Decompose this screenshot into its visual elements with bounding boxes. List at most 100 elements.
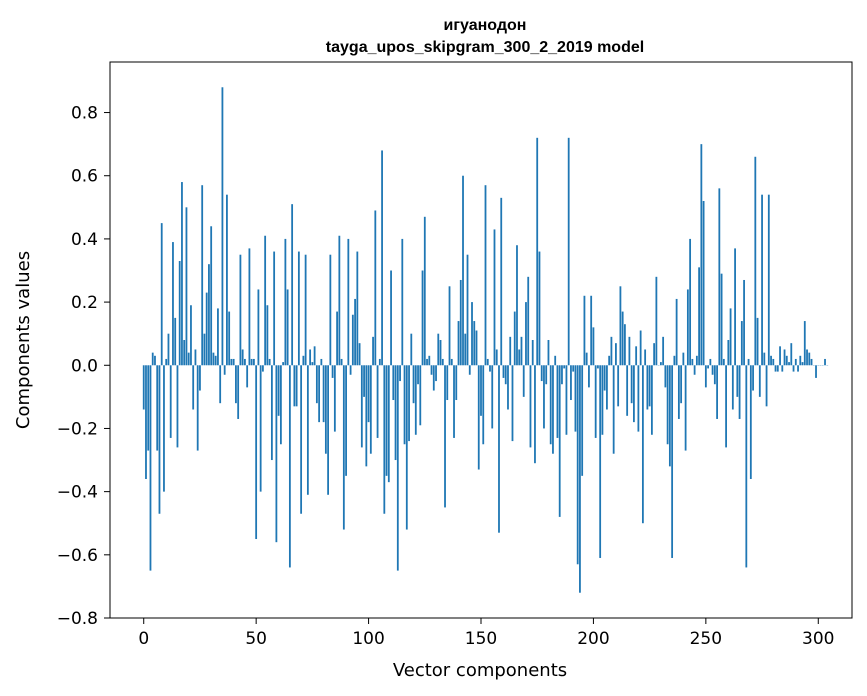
bar [576, 365, 579, 565]
bar [264, 235, 267, 366]
bar [772, 358, 775, 366]
bar [288, 365, 291, 568]
bar [430, 365, 433, 375]
bar [363, 365, 365, 397]
bar [583, 295, 586, 366]
bar [187, 352, 190, 366]
x-tick-label: 250 [690, 629, 722, 649]
bar [228, 311, 231, 366]
bar [691, 358, 694, 366]
bar [502, 365, 505, 378]
bar [365, 365, 368, 467]
bar [673, 355, 676, 366]
bar [597, 365, 599, 369]
bar [599, 365, 602, 558]
bar [747, 358, 750, 366]
bar [558, 365, 561, 517]
bar [262, 365, 264, 372]
x-tick-label: 50 [245, 629, 267, 649]
x-axis-ticks: 0 50 100 150 200 250 300 [138, 618, 834, 649]
bar [435, 365, 437, 382]
bar [439, 340, 442, 366]
bar [309, 349, 312, 366]
bar [329, 254, 332, 366]
bar [471, 302, 473, 366]
bar [630, 365, 633, 404]
bar [241, 349, 244, 366]
chart-subtitle: tayga_upos_skipgram_300_2_2019 model [326, 39, 644, 56]
bar [313, 346, 316, 366]
y-tick-label: −0.4 [57, 483, 98, 503]
bar [244, 358, 246, 366]
bar [441, 358, 444, 366]
bar [781, 365, 784, 372]
bar [410, 333, 413, 366]
bar [498, 365, 500, 533]
bar [302, 355, 305, 366]
bar [428, 355, 431, 366]
bar [641, 365, 644, 524]
bar [507, 365, 509, 410]
y-axis-ticks: −0.8 −0.6 −0.4 −0.2 0.0 0.2 0.4 0.6 0.8 [57, 104, 110, 629]
x-axis-label: Vector components [393, 660, 567, 681]
bar [628, 336, 631, 366]
bar [619, 286, 622, 366]
bar [815, 365, 817, 378]
bar [745, 365, 748, 568]
bar [531, 340, 534, 366]
bar [414, 365, 417, 435]
bar [734, 248, 736, 366]
bar [360, 365, 363, 448]
bar [727, 340, 730, 366]
bar [230, 358, 233, 366]
bar [700, 144, 703, 366]
bar [477, 365, 480, 470]
bar [788, 362, 790, 366]
bar [464, 333, 467, 366]
bar [466, 254, 469, 366]
bar [543, 365, 545, 429]
bar [770, 355, 772, 366]
bar [259, 365, 262, 492]
bar [650, 365, 653, 435]
bar [731, 365, 734, 410]
bar [695, 355, 698, 366]
bar [437, 333, 440, 366]
bar [219, 365, 222, 404]
bar [480, 365, 482, 416]
bar [610, 336, 613, 366]
bar [797, 365, 799, 372]
bar [394, 365, 397, 461]
bar [621, 311, 624, 366]
bar [450, 358, 453, 366]
bar [529, 365, 532, 448]
bar [763, 352, 766, 366]
bar [156, 365, 159, 451]
bar [340, 358, 343, 366]
bar [612, 365, 615, 454]
bar [637, 365, 640, 432]
bar [387, 365, 390, 483]
x-tick-label: 300 [802, 629, 834, 649]
y-tick-label: −0.2 [57, 419, 98, 439]
bar [767, 194, 770, 366]
bar [354, 298, 356, 366]
bar [803, 321, 806, 366]
bar [671, 365, 674, 558]
bar [527, 276, 530, 366]
bar [293, 365, 296, 407]
bar [799, 355, 802, 366]
bar [489, 365, 491, 372]
bar [585, 352, 588, 366]
bar [561, 365, 563, 385]
bar [174, 317, 177, 366]
bar [160, 223, 163, 366]
bar [668, 365, 671, 467]
bar [776, 365, 779, 372]
bar [167, 333, 170, 366]
bar [372, 336, 374, 366]
bar [192, 365, 195, 410]
bar [194, 349, 197, 366]
y-tick-label: 0.0 [71, 356, 98, 376]
bar [266, 305, 269, 366]
